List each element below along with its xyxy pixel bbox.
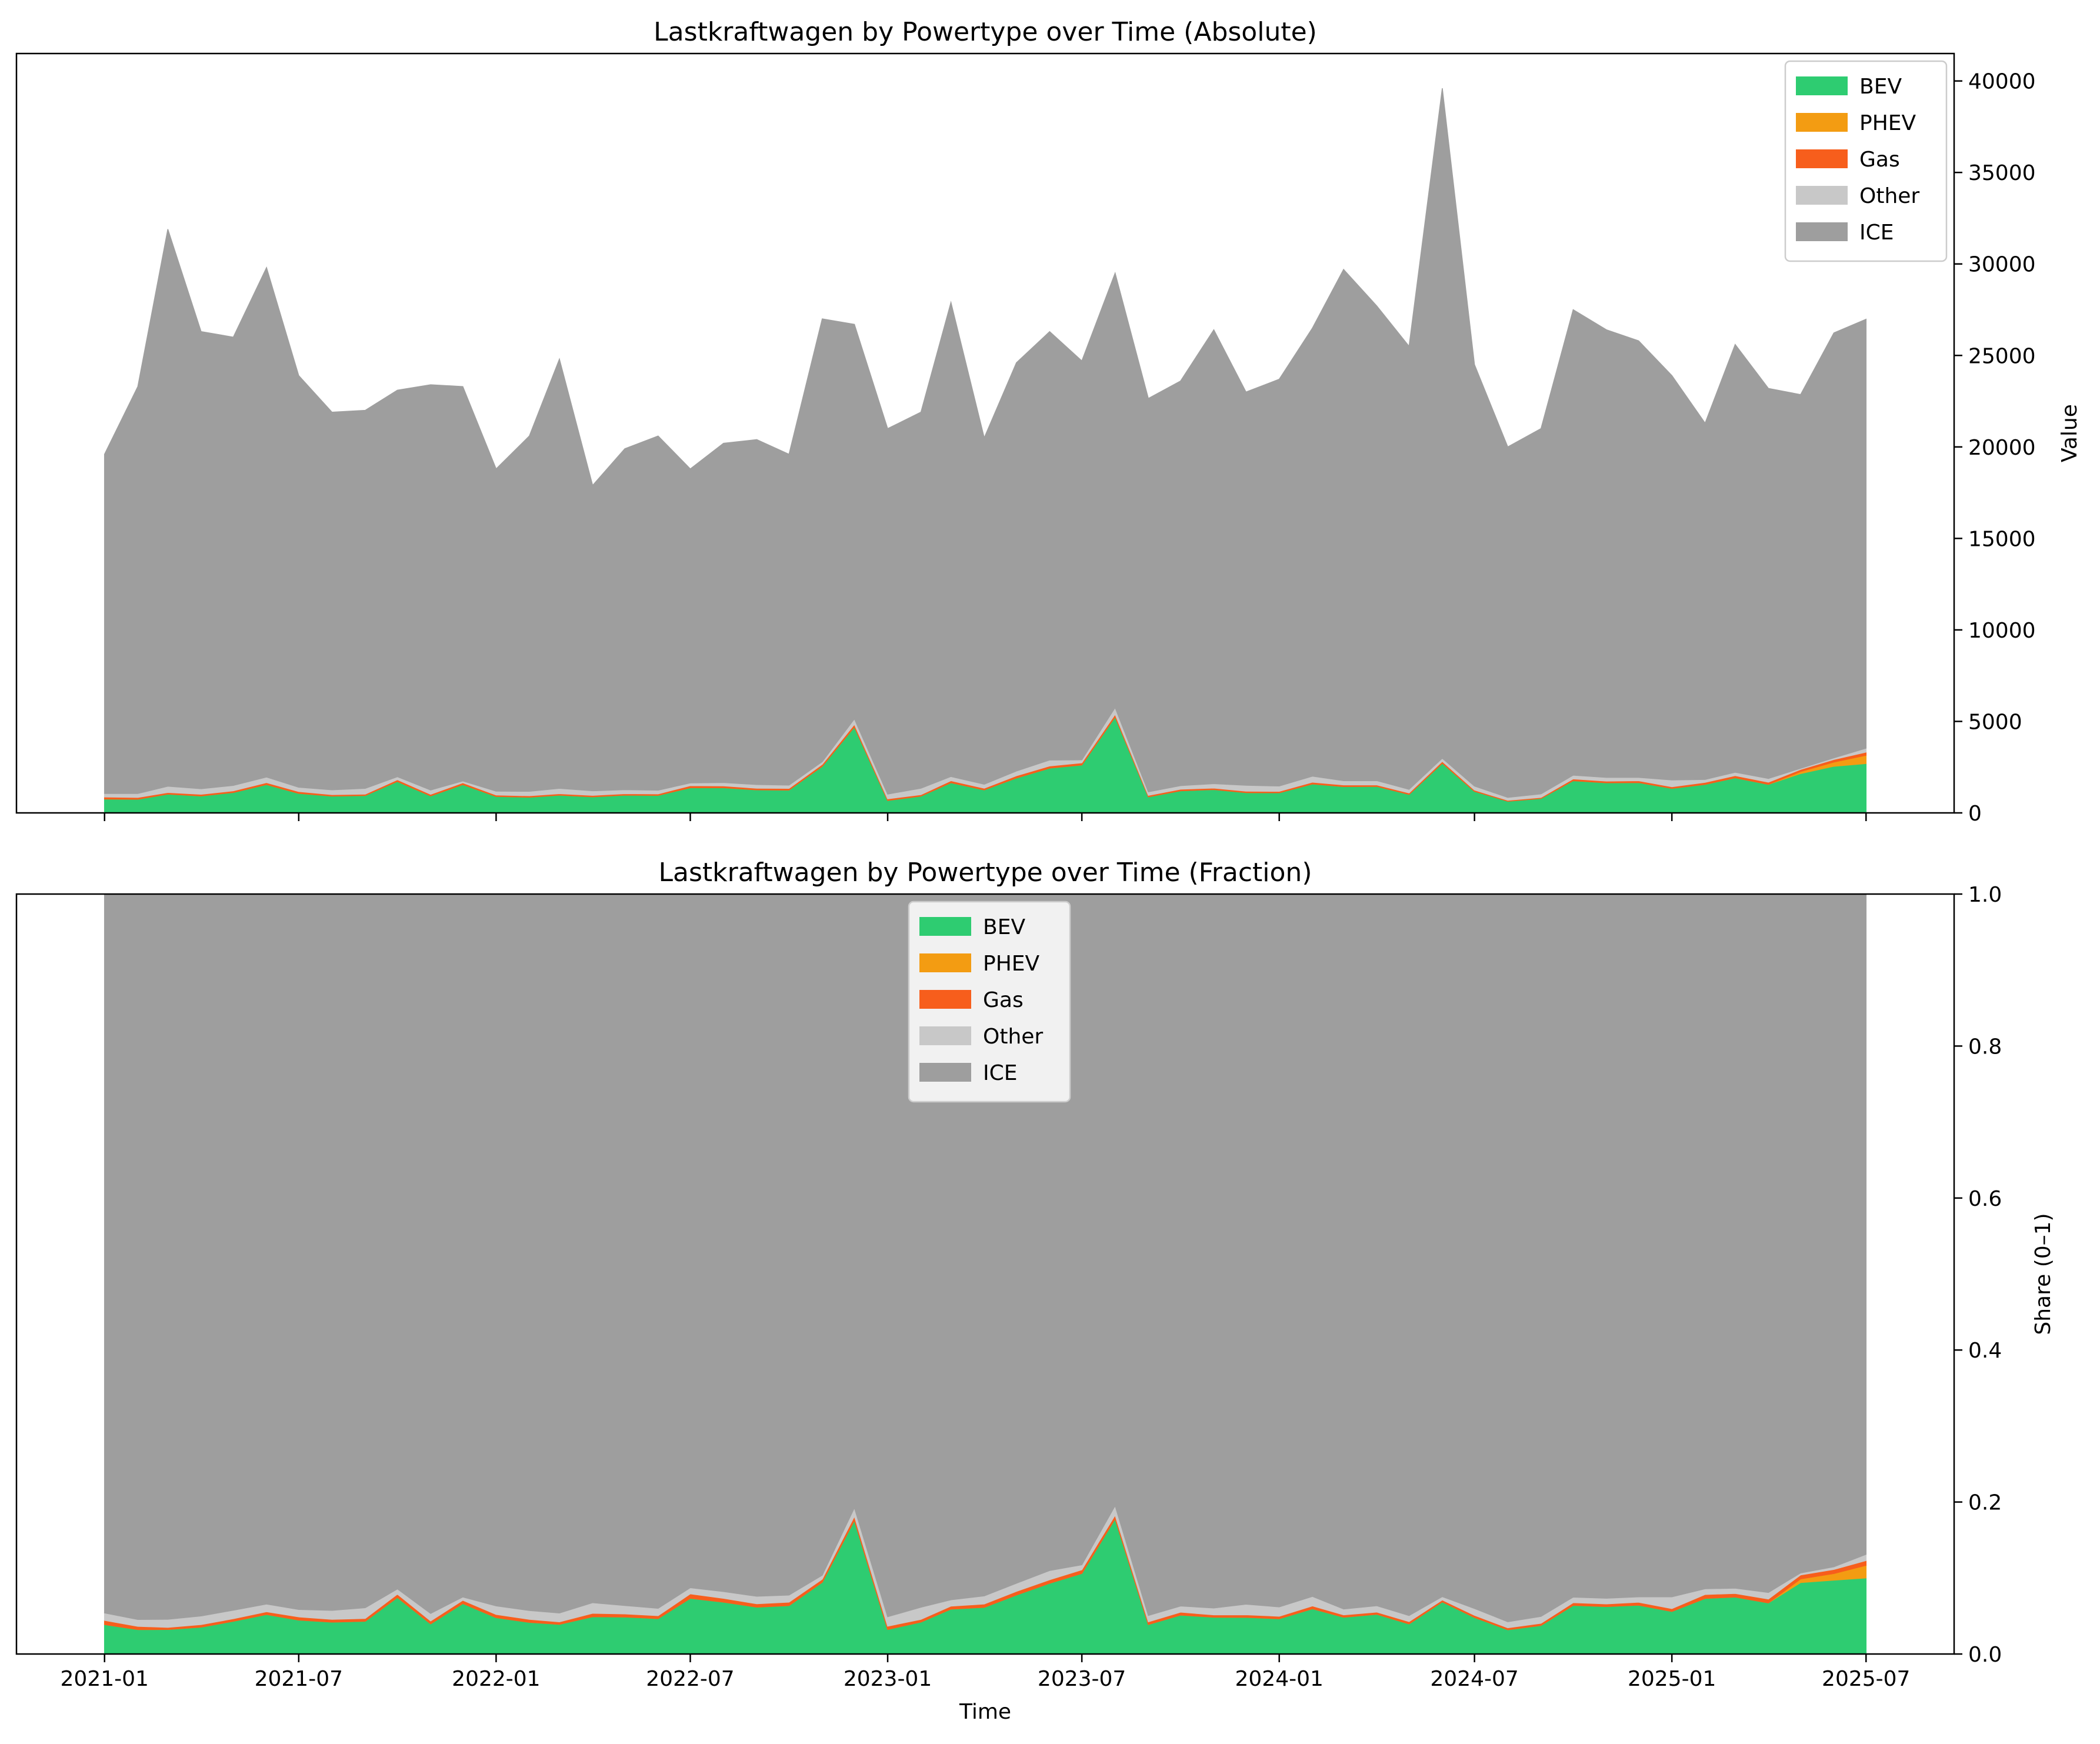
fraction-legend-swatch-gas <box>919 990 971 1009</box>
absolute-legend: BEV PHEV Gas Other ICE <box>1784 60 1948 262</box>
absolute-y-tick-label: 25000 <box>1968 344 2036 368</box>
absolute-chart-title: Lastkraftwagen by Powertype over Time (A… <box>654 17 1317 47</box>
absolute-legend-swatch-ice <box>1796 222 1848 241</box>
fraction-x-tick-label: 2022-01 <box>452 1667 540 1691</box>
absolute-legend-label-phev: PHEV <box>1859 111 1916 135</box>
fraction-y-axis-label: Share (0–1) <box>2031 1213 2055 1335</box>
fraction-x-tick-label: 2022-07 <box>646 1667 734 1691</box>
absolute-legend-label-bev: BEV <box>1859 75 1902 99</box>
fraction-x-tick-label: 2024-01 <box>1235 1667 1323 1691</box>
fraction-legend-label-gas: Gas <box>983 988 1024 1012</box>
fraction-legend-swatch-phev <box>919 953 971 972</box>
absolute-chart: Lastkraftwagen by Powertype over Time (A… <box>15 17 2082 826</box>
absolute-legend-swatch-phev <box>1796 113 1848 132</box>
fraction-x-tick-label: 2025-07 <box>1822 1667 1910 1691</box>
absolute-y-tick-label: 0 <box>1968 802 1982 826</box>
absolute-x-axis <box>104 813 1867 821</box>
fraction-legend-swatch-bev <box>919 917 971 936</box>
fraction-x-tick-label: 2023-07 <box>1038 1667 1126 1691</box>
absolute-legend-box <box>1784 60 1948 262</box>
absolute-area-ice <box>104 88 1867 798</box>
fraction-x-axis: 2021-01 2021-07 2022-01 2022-07 2023-01 2023-… <box>61 1654 1910 1691</box>
fraction-y-tick-label: 0.8 <box>1968 1035 2002 1059</box>
fraction-chart-title: Lastkraftwagen by Powertype over Time (F… <box>659 858 1312 888</box>
fraction-chart: Lastkraftwagen by Powertype over Time (F… <box>15 858 2055 1724</box>
absolute-y-tick-label: 5000 <box>1968 710 2022 734</box>
fraction-y-tick-label: 1.0 <box>1968 883 2002 907</box>
fraction-legend-swatch-ice <box>919 1063 971 1082</box>
absolute-legend-label-other: Other <box>1859 184 1919 208</box>
fraction-x-tick-label: 2025-01 <box>1628 1667 1716 1691</box>
absolute-y-tick-label: 35000 <box>1968 161 2036 185</box>
fraction-y-tick-label: 0.6 <box>1968 1187 2002 1211</box>
absolute-y-tick-label: 20000 <box>1968 436 2036 460</box>
absolute-legend-swatch-other <box>1796 186 1848 205</box>
fraction-plot-frame <box>15 893 1955 1655</box>
absolute-y-tick-label: 40000 <box>1968 70 2036 94</box>
fraction-legend: BEV PHEV Gas Other ICE <box>908 901 1071 1103</box>
fraction-y-axis: 0.0 0.2 0.4 0.6 0.8 1.0 <box>1954 883 2002 1667</box>
absolute-legend-swatch-gas <box>1796 149 1848 168</box>
fraction-x-tick-label: 2021-07 <box>255 1667 343 1691</box>
absolute-areas <box>104 88 1867 813</box>
absolute-y-tick-label: 10000 <box>1968 619 2036 643</box>
fraction-x-tick-label: 2023-01 <box>844 1667 932 1691</box>
fraction-x-tick-label: 2021-01 <box>61 1667 149 1691</box>
fraction-y-tick-label: 0.0 <box>1968 1643 2002 1667</box>
fraction-y-tick-label: 0.4 <box>1968 1339 2002 1363</box>
fraction-legend-label-other: Other <box>983 1025 1043 1049</box>
absolute-legend-swatch-bev <box>1796 76 1848 95</box>
fraction-y-tick-label: 0.2 <box>1968 1491 2002 1515</box>
fraction-legend-label-ice: ICE <box>983 1061 1018 1085</box>
absolute-legend-label-gas: Gas <box>1859 148 1900 172</box>
absolute-y-axis: 0 5000 10000 15000 20000 25000 30000 35000 40000 <box>1954 70 2036 826</box>
fraction-legend-label-phev: PHEV <box>983 952 1040 976</box>
absolute-y-tick-label: 30000 <box>1968 253 2036 277</box>
absolute-plot-frame <box>15 52 1955 814</box>
absolute-y-tick-label: 15000 <box>1968 527 2036 551</box>
absolute-legend-label-ice: ICE <box>1859 221 1894 245</box>
fraction-legend-label-bev: BEV <box>983 915 1025 939</box>
fraction-legend-box <box>908 901 1071 1103</box>
fraction-x-axis-label: Time <box>959 1700 1011 1724</box>
fraction-legend-swatch-other <box>919 1026 971 1045</box>
fraction-areas <box>104 893 1867 1655</box>
absolute-y-axis-label: Value <box>2058 404 2082 462</box>
fraction-x-tick-label: 2024-07 <box>1430 1667 1518 1691</box>
